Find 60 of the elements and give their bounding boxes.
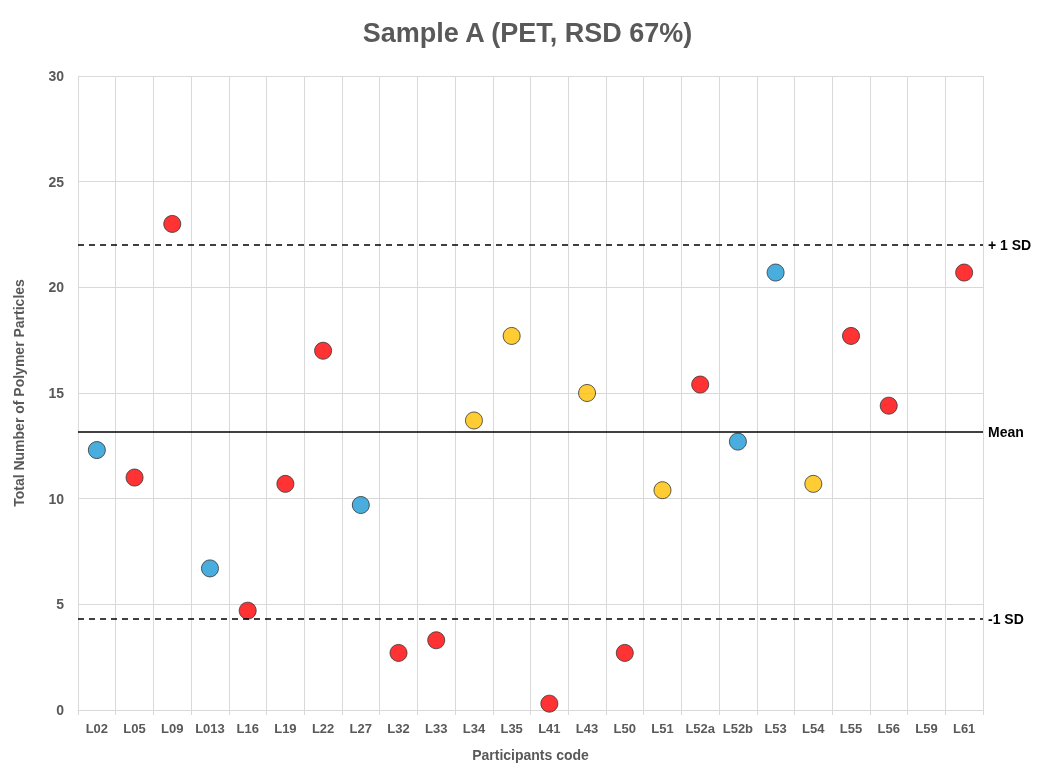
point (314, 341, 333, 360)
point (389, 643, 408, 662)
point (351, 496, 370, 514)
y-tick-label: 10 (48, 490, 65, 507)
x-tick-label: L19 (274, 721, 297, 736)
point (427, 631, 446, 650)
x-tick-label: L50 (613, 721, 636, 736)
point (238, 601, 257, 620)
point (728, 432, 747, 451)
x-tick-label: L52b (722, 721, 754, 736)
y-tick-label: 30 (48, 68, 65, 84)
ref-line-label: + 1 SD (988, 237, 1032, 254)
x-tick-label: L16 (236, 721, 259, 736)
chart-title: Sample A (PET, RSD 67%) (362, 17, 693, 48)
point (842, 326, 861, 345)
point (125, 468, 144, 487)
x-axis-title: Participants code (472, 747, 590, 763)
point (540, 694, 559, 713)
x-tick-label: L55 (839, 721, 863, 736)
point (879, 396, 898, 415)
x-tick-label: L32 (387, 721, 410, 736)
ref-line-label: -1 SD (988, 611, 1024, 628)
ref-line-label: Mean (988, 424, 1024, 441)
point (615, 643, 634, 662)
y-tick-label: 25 (48, 173, 65, 190)
point (691, 375, 710, 394)
x-tick-label: L59 (915, 721, 938, 736)
point (87, 441, 106, 460)
x-tick-label: L61 (952, 721, 976, 736)
x-tick-label: L35 (500, 721, 523, 736)
x-tick-label: L09 (161, 721, 184, 736)
x-tick-label: L05 (123, 721, 146, 736)
x-tick-label: L34 (462, 721, 486, 736)
point (464, 411, 483, 430)
point (804, 474, 823, 493)
point (276, 474, 295, 493)
x-tick-label: L22 (311, 721, 335, 736)
x-tick-label: L27 (349, 721, 373, 736)
point (766, 263, 785, 282)
x-tick-label: L54 (802, 721, 826, 736)
x-tick-label: L33 (425, 721, 448, 736)
point (502, 326, 521, 345)
point (653, 481, 672, 500)
point (163, 214, 182, 233)
x-tick-label: L41 (538, 721, 561, 736)
y-axis-title: Total Number of Polymer Particles (11, 278, 27, 507)
point (955, 263, 974, 282)
x-tick-label: L53 (764, 721, 787, 736)
y-tick-label: 15 (48, 385, 65, 401)
y-tick-label: 5 (56, 596, 65, 613)
y-tick-label: 20 (48, 279, 65, 296)
x-tick-label: L02 (85, 721, 109, 736)
x-tick-label: L013 (195, 721, 225, 736)
point (578, 384, 597, 402)
x-tick-label: L56 (877, 721, 900, 736)
x-tick-label: L52a (685, 721, 716, 736)
x-tick-label: L51 (651, 721, 674, 736)
y-tick-label: 0 (56, 702, 65, 718)
point (201, 559, 219, 578)
x-tick-label: L43 (575, 721, 599, 736)
